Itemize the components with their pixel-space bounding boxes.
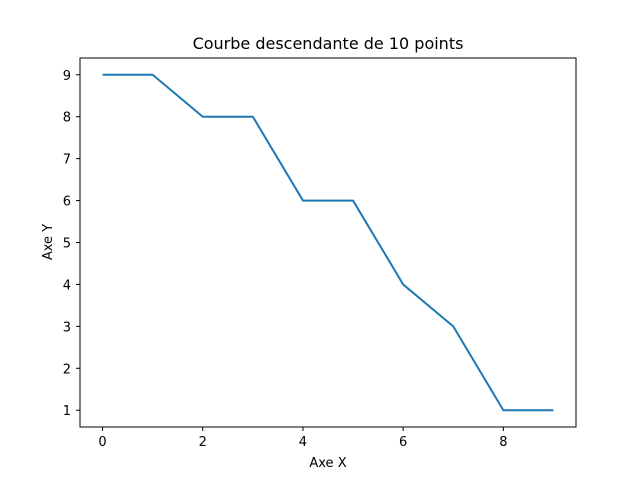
y-tick-label: 4 <box>63 278 71 293</box>
x-axis-label: Axe X <box>309 456 346 471</box>
x-axis: 0 2 4 6 8 <box>98 427 507 450</box>
plot-frame <box>79 57 577 428</box>
x-tick-label: 8 <box>499 435 507 450</box>
y-tick-label: 5 <box>63 237 71 252</box>
y-tick-label: 7 <box>63 153 71 168</box>
x-tick-label: 6 <box>399 435 407 450</box>
y-tick-label: 3 <box>63 320 71 335</box>
x-tick-label: 4 <box>299 435 307 450</box>
y-tick-label: 6 <box>63 195 71 210</box>
y-tick-label: 8 <box>63 111 71 126</box>
series-line <box>102 73 554 412</box>
chart-title: Courbe descendante de 10 points <box>193 34 464 53</box>
y-tick-label: 9 <box>63 69 71 84</box>
y-tick-label: 2 <box>63 362 71 377</box>
y-tick-label: 1 <box>63 404 71 419</box>
x-tick-label: 0 <box>98 435 106 450</box>
y-axis-label: Axe Y <box>41 224 56 260</box>
plot-area <box>102 73 554 412</box>
y-axis: 1 2 3 4 5 6 7 8 9 <box>63 69 80 419</box>
x-tick-label: 2 <box>199 435 207 450</box>
